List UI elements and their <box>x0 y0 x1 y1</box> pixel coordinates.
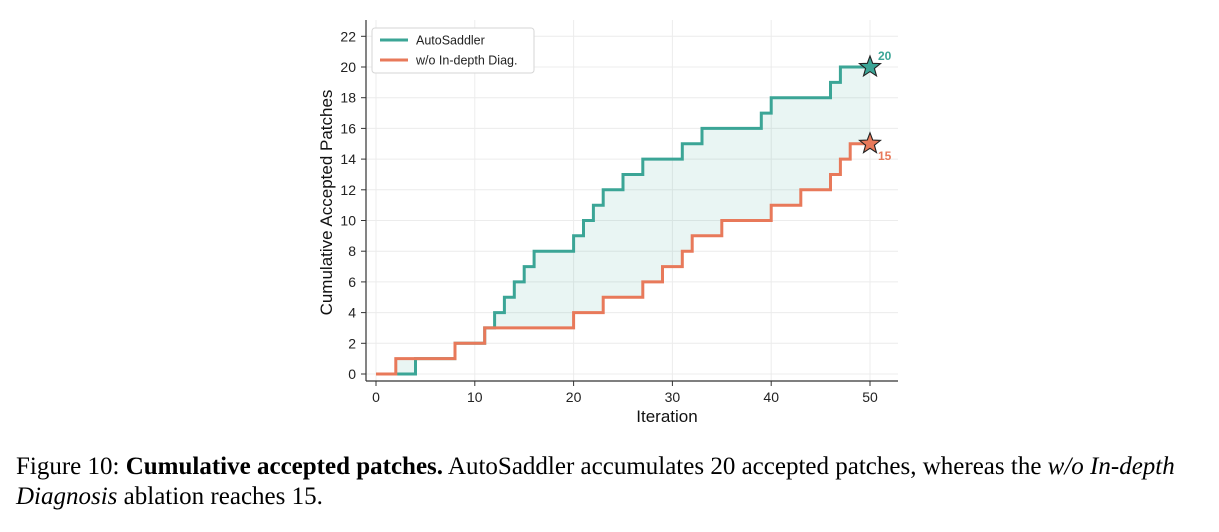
cumulative-patches-chart: 0 10 20 30 40 50 0 2 4 6 8 10 12 14 16 18 20 22 Iteratio… <box>317 20 898 426</box>
y-tick-label: 4 <box>348 305 356 321</box>
y-tick-label: 12 <box>340 182 356 198</box>
y-tick-label: 18 <box>340 90 356 106</box>
y-axis-label: Cumulative Accepted Patches <box>317 90 336 316</box>
figure-caption: Figure 10: Cumulative accepted patches. … <box>16 452 1206 512</box>
legend: AutoSaddler w/o In-depth Diag. <box>371 27 535 74</box>
y-tick-label: 2 <box>348 335 356 351</box>
end-star-marker-1 <box>857 54 883 78</box>
axes <box>365 20 898 382</box>
y-tick-label: 10 <box>340 213 356 229</box>
y-tick-label: 14 <box>340 151 356 167</box>
caption-prefix: Figure 10: <box>16 453 126 480</box>
y-tick-label: 20 <box>340 59 356 75</box>
x-ticks: 0 10 20 30 40 50 <box>372 381 878 405</box>
x-tick-label: 50 <box>862 389 878 405</box>
legend-box <box>371 27 535 74</box>
y-tick-label: 22 <box>340 28 356 44</box>
end-value-label-1: 20 <box>878 49 892 63</box>
fill-between-area <box>376 67 870 374</box>
series-line-2 <box>376 142 870 376</box>
caption-text-2: ablation reaches 15. <box>117 483 323 510</box>
end-star-marker-2 <box>858 131 882 154</box>
legend-label-2: w/o In-depth Diag. <box>415 54 517 68</box>
x-tick-label: 0 <box>372 389 380 405</box>
caption-italic: w/o In-depth Diagnosis <box>16 453 1175 510</box>
y-ticks: 0 2 4 6 8 10 12 14 16 18 20 22 <box>340 28 366 382</box>
x-tick-label: 40 <box>763 389 779 405</box>
x-tick-label: 10 <box>467 389 483 405</box>
series-layer <box>376 65 870 376</box>
x-tick-label: 30 <box>665 389 681 405</box>
end-value-label-2: 15 <box>878 149 892 163</box>
y-tick-label: 0 <box>348 366 356 382</box>
x-tick-label: 20 <box>566 389 582 405</box>
caption-bold: Cumulative accepted patches. <box>125 453 444 480</box>
caption-text-1: AutoSaddler accumulates 20 accepted patc… <box>443 453 1048 480</box>
y-tick-label: 8 <box>348 243 356 259</box>
x-axis-label: Iteration <box>636 407 697 426</box>
y-tick-label: 16 <box>340 120 356 136</box>
legend-label-1: AutoSaddler <box>416 34 485 48</box>
y-tick-label: 6 <box>348 274 356 290</box>
